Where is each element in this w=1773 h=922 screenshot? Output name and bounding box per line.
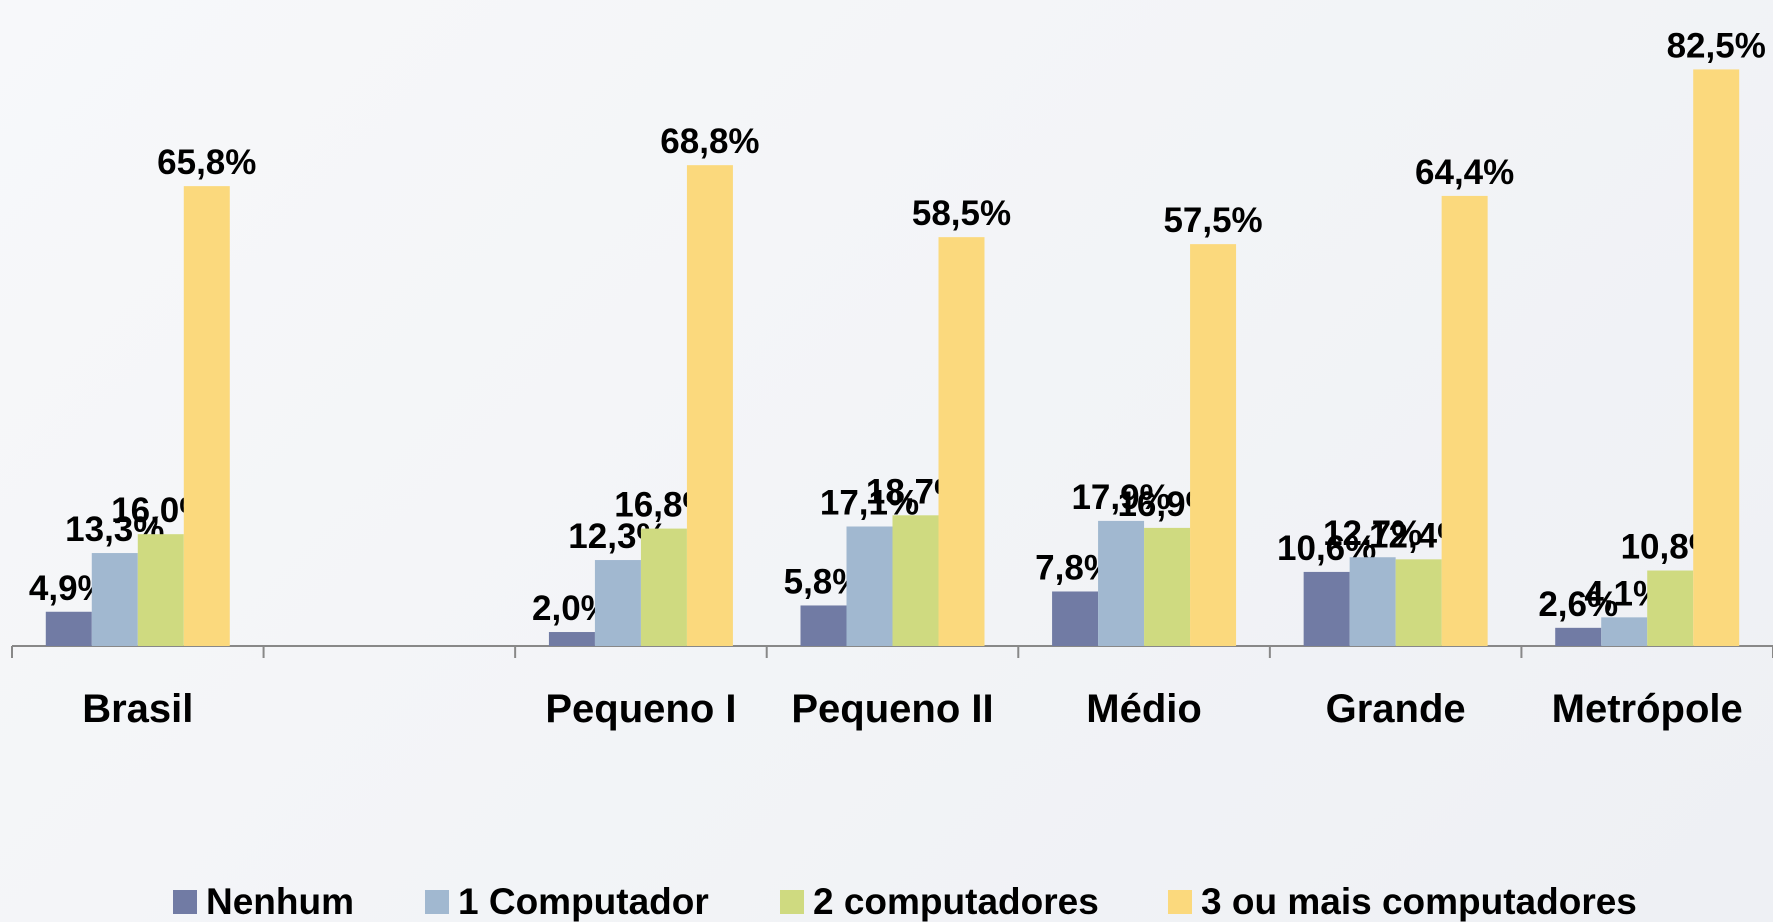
- bar: [1303, 571, 1350, 646]
- data-label: 57,5%: [1163, 201, 1262, 240]
- bar: [91, 553, 138, 646]
- bar: [1190, 244, 1237, 646]
- bar: [594, 560, 641, 646]
- bar: [846, 526, 893, 646]
- x-tick-label: Metrópole: [1552, 687, 1743, 731]
- bar: [892, 515, 939, 646]
- bar: [1601, 617, 1648, 646]
- bar: [1144, 527, 1191, 646]
- data-label: 58,5%: [912, 194, 1011, 233]
- legend-label: Nenhum: [206, 881, 354, 922]
- legend-label: 3 ou mais computadores: [1201, 881, 1637, 922]
- bar: [1395, 559, 1442, 646]
- legend-label: 2 computadores: [813, 881, 1099, 922]
- data-label: 17,9%: [1071, 478, 1170, 517]
- data-label: 12,7%: [1323, 514, 1422, 553]
- bar: [183, 186, 230, 646]
- x-tick-label: Pequeno I: [545, 687, 736, 731]
- bar: [548, 632, 595, 646]
- bar: [1555, 627, 1602, 646]
- legend-swatch: [1168, 890, 1192, 914]
- x-tick-label: Médio: [1086, 687, 1202, 731]
- legend-swatch: [425, 890, 449, 914]
- bar: [1052, 591, 1099, 646]
- bar: [938, 237, 985, 646]
- data-label: 64,4%: [1415, 153, 1514, 192]
- x-tick-label: Pequeno II: [791, 687, 993, 731]
- bar: [800, 605, 847, 646]
- bar: [45, 611, 92, 646]
- data-label: 82,5%: [1667, 26, 1766, 65]
- x-tick-label: Grande: [1326, 687, 1466, 731]
- bar: [1647, 570, 1694, 646]
- bar: [686, 165, 733, 647]
- bar: [640, 528, 687, 646]
- bar: [1098, 520, 1145, 646]
- x-tick-label: Brasil: [82, 687, 193, 731]
- legend-label: 1 Computador: [458, 881, 709, 922]
- legend-swatch: [780, 890, 804, 914]
- data-label: 65,8%: [157, 143, 256, 182]
- bar: [137, 534, 184, 646]
- legend-swatch: [173, 890, 197, 914]
- bar: [1693, 69, 1740, 646]
- bar: [1349, 557, 1396, 646]
- data-label: 68,8%: [660, 122, 759, 161]
- bar: [1441, 195, 1488, 646]
- data-label: 2,6%: [1538, 585, 1618, 624]
